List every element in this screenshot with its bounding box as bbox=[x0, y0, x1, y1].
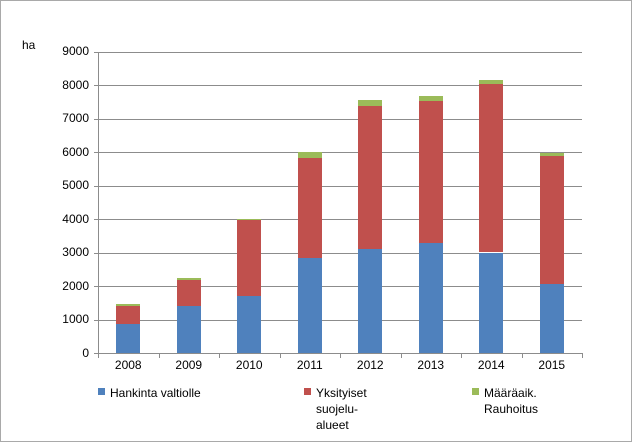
x-axis-tick-5 bbox=[400, 353, 402, 358]
legend-swatch-yksityiset-suojelu-alueet bbox=[304, 388, 311, 395]
gridline-3000 bbox=[98, 252, 582, 254]
y-tick-label-5000: 5000 bbox=[62, 178, 89, 192]
gridline-9000 bbox=[98, 51, 582, 53]
legend-item-m-r-aik-rauhoitus: Määräaik. Rauhoitus bbox=[472, 385, 631, 417]
x-axis-tick-7 bbox=[521, 353, 523, 358]
bar-segment-2015-m-r-aik-rauhoitus bbox=[539, 153, 564, 156]
y-tick-label-0: 0 bbox=[82, 345, 89, 360]
bar-segment-2015-yksityiset-suojelu-alueet bbox=[539, 155, 564, 284]
y-axis-tick-4000 bbox=[94, 219, 98, 220]
y-axis-tick-7000 bbox=[94, 118, 98, 120]
y-axis-tick-3000 bbox=[94, 252, 98, 254]
x-tick-label-2011: 2011 bbox=[296, 358, 323, 372]
bar-segment-2009-yksityiset-suojelu-alueet bbox=[176, 279, 201, 307]
legend-swatch-hankinta-valtiolle bbox=[98, 388, 105, 395]
gridline-2000 bbox=[98, 286, 582, 287]
y-tick-label-4000: 4000 bbox=[62, 211, 89, 226]
gridline-6000 bbox=[98, 152, 582, 153]
bar-segment-2009-m-r-aik-rauhoitus bbox=[176, 277, 201, 280]
bar-segment-2008-m-r-aik-rauhoitus bbox=[116, 304, 141, 306]
legend-label-hankinta-valtiolle: Hankinta valtiolle bbox=[110, 386, 201, 400]
bar-segment-2008-hankinta-valtiolle bbox=[116, 323, 141, 353]
bar-segment-2013-m-r-aik-rauhoitus bbox=[418, 96, 443, 102]
bar-segment-2013-yksityiset-suojelu-alueet bbox=[418, 101, 443, 244]
legend-label-m-r-aik-rauhoitus: Määräaik. Rauhoitus bbox=[484, 386, 539, 416]
legend-item-hankinta-valtiolle: Hankinta valtiolle bbox=[98, 385, 258, 401]
x-axis-tick-0 bbox=[98, 353, 99, 358]
bar-segment-2011-hankinta-valtiolle bbox=[297, 257, 322, 353]
legend-label-yksityiset-suojelu-alueet: Yksityiset suojelu- alueet bbox=[316, 386, 367, 432]
bar-segment-2015-hankinta-valtiolle bbox=[539, 283, 564, 353]
gridline-1000 bbox=[98, 319, 582, 321]
y-tick-label-1000: 1000 bbox=[62, 312, 89, 326]
legend-item-yksityiset-suojelu-alueet: Yksityiset suojelu- alueet bbox=[304, 385, 464, 433]
x-tick-label-2012: 2012 bbox=[356, 358, 384, 372]
bar-segment-2009-hankinta-valtiolle bbox=[176, 306, 201, 353]
y-tick-label-8000: 8000 bbox=[62, 77, 89, 92]
bar-segment-2010-m-r-aik-rauhoitus bbox=[237, 218, 262, 221]
x-axis-tick-8 bbox=[582, 353, 583, 358]
y-tick-label-3000: 3000 bbox=[62, 245, 89, 259]
y-tick-label-9000: 9000 bbox=[62, 44, 89, 58]
gridline-5000 bbox=[98, 185, 582, 187]
bar-segment-2011-yksityiset-suojelu-alueet bbox=[297, 158, 322, 258]
x-axis-tick-3 bbox=[279, 353, 281, 358]
y-axis-unit-label: ha bbox=[22, 38, 36, 52]
y-axis-tick-1000 bbox=[94, 319, 98, 321]
x-tick-label-2008: 2008 bbox=[114, 358, 142, 372]
y-axis-tick-8000 bbox=[94, 85, 98, 86]
x-axis-tick-6 bbox=[461, 353, 462, 358]
x-tick-label-2015: 2015 bbox=[538, 358, 566, 372]
x-tick-label-2010: 2010 bbox=[235, 358, 263, 372]
y-axis-tick-5000 bbox=[94, 185, 98, 187]
y-axis bbox=[98, 51, 99, 353]
gridline-7000 bbox=[98, 118, 582, 120]
x-axis-tick-4 bbox=[340, 353, 341, 358]
bar-segment-2014-hankinta-valtiolle bbox=[479, 252, 504, 353]
bar-segment-2013-hankinta-valtiolle bbox=[418, 243, 443, 353]
bar-segment-2012-hankinta-valtiolle bbox=[358, 249, 383, 353]
x-tick-label-2013: 2013 bbox=[417, 358, 445, 372]
y-axis-tick-6000 bbox=[94, 152, 98, 153]
x-tick-label-2009: 2009 bbox=[175, 358, 203, 372]
y-axis-tick-2000 bbox=[94, 286, 98, 287]
x-axis-tick-2 bbox=[219, 353, 220, 358]
gridline-8000 bbox=[98, 85, 582, 86]
bar-segment-2012-m-r-aik-rauhoitus bbox=[358, 100, 383, 107]
y-tick-label-6000: 6000 bbox=[62, 144, 89, 159]
bar-segment-2011-m-r-aik-rauhoitus bbox=[297, 152, 322, 159]
x-tick-label-2014: 2014 bbox=[477, 358, 505, 372]
bar-segment-2008-yksityiset-suojelu-alueet bbox=[116, 305, 141, 324]
x-axis-tick-1 bbox=[158, 353, 160, 358]
bar-segment-2014-yksityiset-suojelu-alueet bbox=[479, 84, 504, 253]
legend-swatch-m-r-aik-rauhoitus bbox=[472, 388, 479, 395]
y-axis-tick-9000 bbox=[94, 51, 98, 53]
bar-segment-2010-yksityiset-suojelu-alueet bbox=[237, 220, 262, 297]
bar-segment-2014-m-r-aik-rauhoitus bbox=[479, 79, 504, 85]
gridline-4000 bbox=[98, 219, 582, 220]
y-tick-label-2000: 2000 bbox=[62, 278, 89, 293]
y-tick-label-7000: 7000 bbox=[62, 111, 89, 125]
bar-segment-2012-yksityiset-suojelu-alueet bbox=[358, 106, 383, 250]
y-axis-tick-0 bbox=[94, 353, 98, 354]
bar-segment-2010-hankinta-valtiolle bbox=[237, 296, 262, 353]
